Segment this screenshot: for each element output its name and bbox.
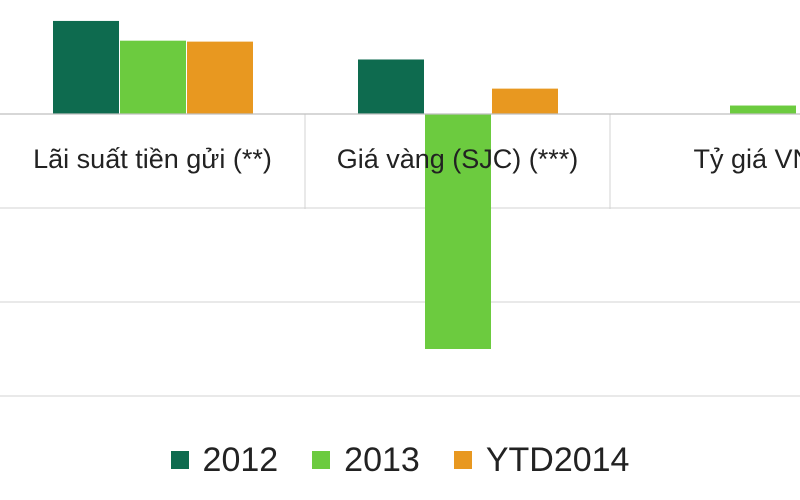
bar-ytd2014-1 [492, 88, 558, 114]
legend-item-2012: 2012 [170, 440, 279, 480]
legend-label-2012: 2012 [202, 440, 279, 479]
legend-label-2013: 2013 [344, 440, 420, 479]
legend-swatch-2013 [312, 451, 331, 469]
bar-2013-1 [425, 114, 491, 349]
legend-swatch-2012 [170, 451, 189, 469]
category-label: Tỷ giá VNĐ [693, 144, 800, 174]
bar-chart-plot: Lãi suất tiền gửi (**) Giá vàng (SJC) (**… [0, 20, 800, 397]
category-label: Giá vàng (SJC) (***) [337, 144, 579, 174]
bar-2013-0 [120, 40, 186, 114]
bar-2012-1 [358, 59, 424, 114]
legend: 2012 2013 YTD2014 [0, 436, 800, 484]
legend-label-ytd2014: YTD2014 [485, 440, 630, 479]
bar-2013-2 [730, 105, 796, 114]
legend-item-2013: 2013 [312, 441, 420, 480]
bar-2012-0 [53, 20, 119, 114]
legend-item-ytd2014: YTD2014 [453, 440, 630, 480]
legend-swatch-ytd2014 [453, 451, 472, 469]
bar-ytd2014-0 [187, 41, 253, 115]
category-label: Lãi suất tiền gửi (**) [33, 144, 272, 174]
